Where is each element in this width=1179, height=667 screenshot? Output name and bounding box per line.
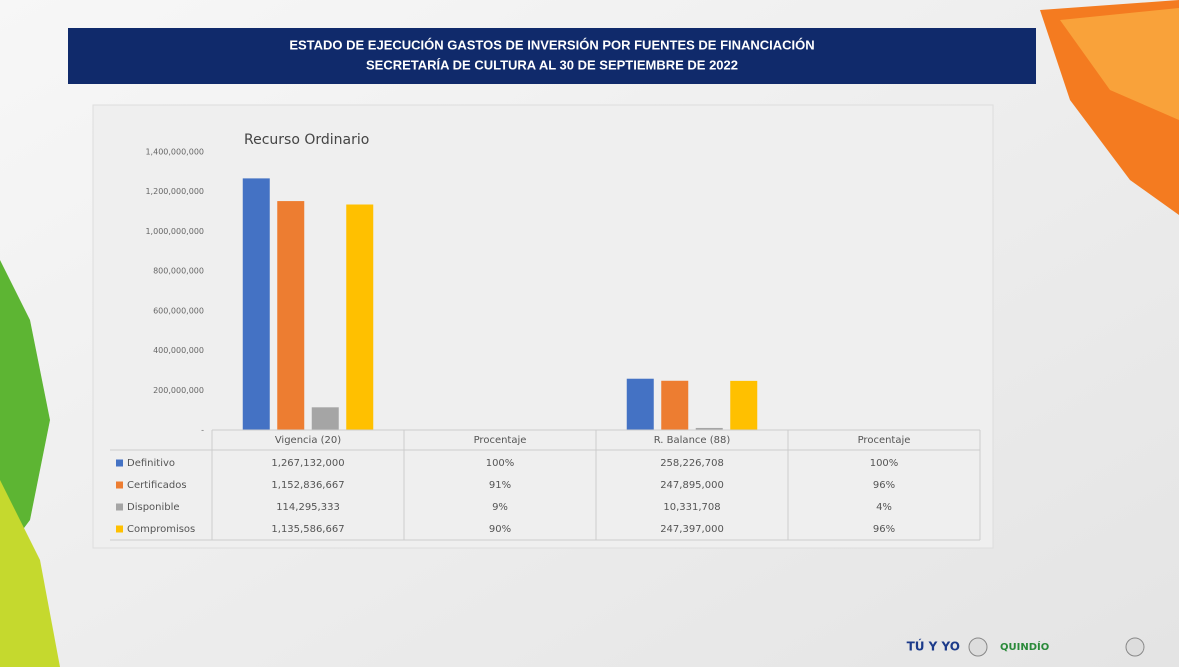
legend-key [116, 525, 123, 533]
logo [1125, 637, 1145, 657]
table-cell: 247,895,000 [660, 480, 724, 491]
bar [695, 427, 723, 430]
chart-card [92, 104, 994, 549]
bar [346, 204, 374, 430]
y-tick-label: 1,200,000,000 [145, 187, 204, 196]
bar [730, 380, 758, 430]
logo-text: TÚ Y YO [907, 639, 960, 654]
bar [626, 378, 654, 430]
x-category-label: R. Balance (88) [654, 435, 731, 446]
table-cell: 96% [873, 480, 895, 491]
table-cell: 114,295,333 [276, 502, 340, 513]
y-tick-label: 800,000,000 [153, 267, 204, 276]
orange-decoration [1060, 8, 1179, 120]
bar [242, 178, 270, 430]
header-subtitle: SECRETARÍA DE CULTURA AL 30 DE SEPTIEMBR… [366, 57, 738, 72]
table-cell: 247,397,000 [660, 524, 724, 535]
logo-text: QUINDÍO [1000, 640, 1049, 653]
bar [661, 380, 689, 430]
table-cell: 4% [876, 502, 892, 513]
y-tick-label: 1,400,000,000 [145, 148, 204, 157]
table-cell: 100% [486, 458, 515, 469]
x-category-label: Procentaje [858, 435, 911, 446]
y-tick-label: 600,000,000 [153, 306, 204, 315]
table-cell: 1,135,586,667 [271, 524, 344, 535]
green-decoration [0, 260, 50, 560]
x-category-label: Procentaje [474, 435, 527, 446]
legend-key [116, 503, 123, 511]
chart-title: Recurso Ordinario [244, 132, 369, 148]
legend-label: Disponible [127, 502, 180, 513]
bar [277, 201, 305, 430]
y-tick-label: 400,000,000 [153, 346, 204, 355]
header-bar [68, 28, 1036, 84]
table-cell: 91% [489, 480, 511, 491]
table-cell: 90% [489, 524, 511, 535]
table-cell: 10,331,708 [663, 502, 720, 513]
header-title: ESTADO DE EJECUCIÓN GASTOS DE INVERSIÓN … [289, 37, 814, 52]
table-cell: 1,267,132,000 [271, 458, 344, 469]
table-cell: 1,152,836,667 [271, 480, 344, 491]
table-cell: 96% [873, 524, 895, 535]
y-tick-label: 1,000,000,000 [145, 227, 204, 236]
table-cell: 100% [870, 458, 899, 469]
legend-key [116, 481, 123, 489]
table-cell: 258,226,708 [660, 458, 724, 469]
bar [311, 407, 339, 430]
legend-label: Compromisos [127, 524, 195, 535]
logo [968, 637, 988, 657]
y-tick-label: - [201, 426, 204, 435]
green-decoration [0, 480, 60, 667]
legend-label: Definitivo [127, 458, 175, 469]
legend-key [116, 459, 123, 467]
x-category-label: Vigencia (20) [275, 435, 341, 446]
legend-label: Certificados [127, 480, 187, 491]
y-tick-label: 200,000,000 [153, 386, 204, 395]
table-cell: 9% [492, 502, 508, 513]
